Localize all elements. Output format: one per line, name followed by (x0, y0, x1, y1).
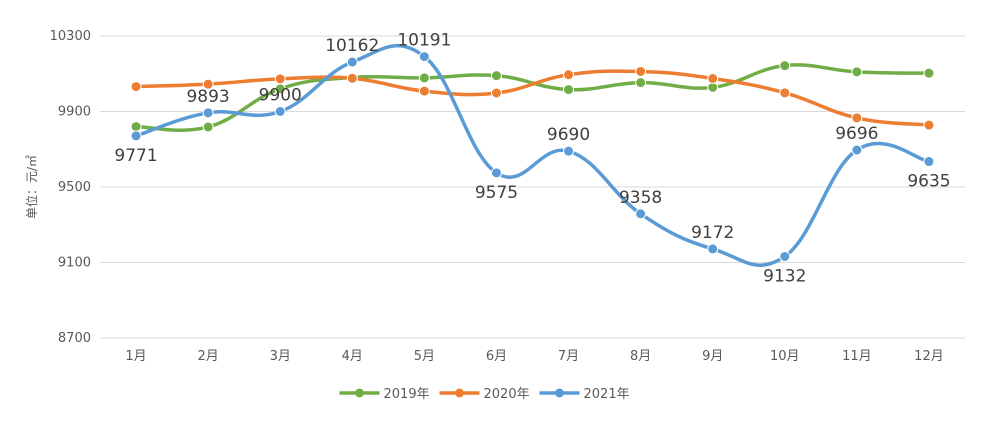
data-point (346, 72, 358, 84)
data-point (707, 243, 719, 255)
x-tick-label: 2月 (197, 349, 218, 364)
data-point (202, 78, 214, 90)
x-tick-label: 12月 (914, 349, 944, 364)
x-tick-label: 1月 (125, 349, 146, 364)
y-tick-label: 8700 (58, 331, 91, 346)
data-point (490, 87, 502, 99)
data-label: 9690 (547, 125, 590, 145)
y-tick-label: 9500 (58, 180, 91, 195)
data-point (635, 77, 647, 89)
data-point (707, 72, 719, 84)
x-tick-label: 7月 (558, 349, 579, 364)
series-2021年 (130, 44, 935, 267)
data-point (274, 73, 286, 85)
data-label: 9771 (114, 146, 157, 166)
data-label: 9696 (835, 124, 878, 144)
data-point (635, 65, 647, 77)
legend-label: 2021年 (584, 387, 630, 402)
data-point (418, 85, 430, 97)
series-2019年 (130, 60, 935, 133)
data-label: 9358 (619, 188, 662, 208)
data-point (130, 121, 142, 133)
data-point (563, 69, 575, 81)
series-lines (130, 44, 935, 267)
data-point (851, 66, 863, 78)
legend-item: 2020年 (439, 387, 530, 402)
legend-label: 2019年 (384, 387, 430, 402)
legend-swatch-marker (555, 388, 564, 398)
data-point (274, 106, 286, 117)
data-point (130, 81, 142, 93)
data-point (418, 72, 430, 84)
data-label: 9132 (763, 266, 806, 286)
data-point (923, 156, 935, 168)
legend-item: 2021年 (539, 387, 630, 402)
x-tick-label: 8月 (630, 349, 651, 364)
x-tick-label: 5月 (414, 349, 435, 364)
data-point (779, 60, 791, 72)
data-point (418, 51, 430, 63)
data-label: 9893 (186, 87, 229, 107)
series-line (134, 44, 931, 267)
x-axis: 1月 2月 3月 4月 5月 6月 7月 8月 9月 10月 11月 12月 (125, 349, 943, 364)
legend-item: 2019年 (339, 387, 430, 402)
data-point (130, 130, 142, 142)
x-tick-label: 4月 (342, 349, 363, 364)
gridlines (100, 35, 965, 339)
data-point (635, 208, 647, 220)
data-point (346, 56, 358, 68)
data-point (923, 67, 935, 79)
data-point (563, 84, 575, 96)
data-point (490, 167, 502, 179)
x-tick-label: 11月 (842, 349, 872, 364)
data-label: 9575 (475, 183, 518, 203)
data-label: 9635 (907, 172, 950, 192)
x-tick-label: 3月 (270, 349, 291, 364)
x-tick-label: 6月 (486, 349, 507, 364)
x-tick-label: 10月 (770, 349, 800, 364)
data-label: 9900 (259, 86, 302, 106)
y-axis: 8700 9100 9500 9900 10300 (50, 29, 91, 346)
y-axis-title: 单位：元/㎡ (24, 155, 39, 219)
data-label: 9172 (691, 223, 734, 243)
legend-label: 2020年 (484, 387, 530, 402)
legend: 2019年 2020年 2021年 (339, 387, 630, 402)
data-point (779, 250, 791, 262)
y-tick-label: 10300 (50, 29, 91, 44)
data-point (779, 87, 791, 99)
x-tick-label: 9月 (702, 349, 723, 364)
series-line (134, 63, 931, 133)
data-point (851, 144, 863, 156)
series-line (134, 69, 931, 127)
data-point (202, 107, 214, 119)
data-point (490, 70, 502, 82)
y-tick-label: 9100 (58, 256, 91, 271)
data-labels: 9771 9893 9900 10162 10191 9575 9690 9358 9172 91… (114, 31, 950, 287)
data-point (851, 112, 863, 124)
y-tick-label: 9900 (58, 105, 91, 120)
legend-swatch-marker (355, 388, 364, 398)
series-2020年 (130, 65, 935, 131)
data-point (923, 119, 935, 131)
data-point (202, 121, 214, 133)
data-label: 10191 (397, 31, 451, 51)
data-point (563, 145, 575, 157)
data-label: 10162 (325, 36, 379, 56)
legend-swatch-marker (455, 388, 464, 398)
